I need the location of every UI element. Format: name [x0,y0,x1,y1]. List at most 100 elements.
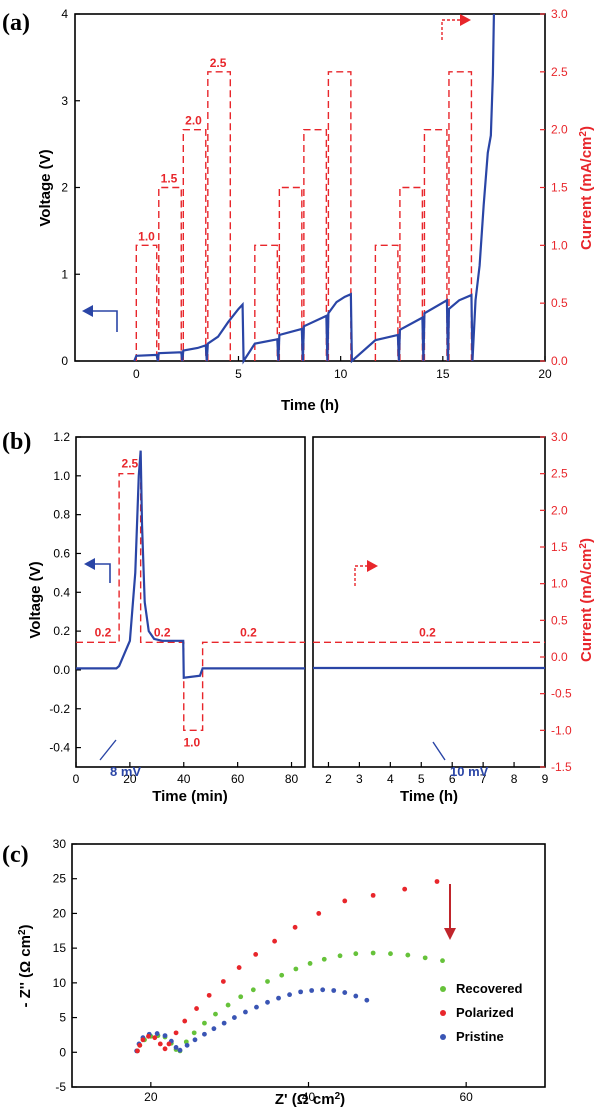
panel-c-xtick-label: 20 [144,1090,158,1104]
panel-b-left-ytick-label: 0.4 [53,585,70,599]
panel-b-current-label: 2.5 [122,457,139,471]
panel-c-point-polarized [157,1041,163,1047]
panel-c-point-recovered [440,958,445,964]
panel-c-label: (c) [2,842,29,868]
panel-a-current-step [423,128,448,361]
panel-a-current-step [135,244,158,361]
panel-b-right-ytick-label: -0.5 [551,687,572,701]
panel-b-ylabel-right: Current (mA/cm2) [578,538,596,662]
panel-b-left-ytick-label: -0.4 [49,741,70,755]
panel-c-point-pristine [231,1015,237,1020]
panel-a-ytick-right-label: 1.0 [551,238,568,252]
panel-c: (c) 20 40 60 -5 0 5 10 15 20 25 30 Recovered Polar… [2,837,546,1107]
panel-a-xtick-label: 10 [334,367,348,381]
panel-b-right-ytick-label: -1.5 [551,760,572,774]
panel-c-point-polarized [316,911,322,916]
panel-b-right-xlabel: Time (h) [400,788,458,805]
panel-c-point-recovered [321,956,327,962]
panel-c-point-polarized [135,1048,140,1054]
panel-c-point-polarized [152,1035,158,1041]
panel-c-point-recovered [191,1030,197,1036]
panel-b-left-ytick-label: 0.0 [53,663,70,677]
panel-b-left-xtick-label: 60 [231,772,245,786]
panel-a-xtick-label: 0 [133,367,140,381]
panel-a-current-step [207,71,232,361]
panel-a-ytick-left-label: 3 [61,94,68,108]
panel-b-right-ytick-label: 1.5 [551,540,568,554]
panel-b-right-ytick-label: 0.0 [551,650,568,664]
panel-c-ytick-label: 20 [53,906,67,920]
panel-b-right-xtick-label: 4 [387,772,394,786]
panel-c-point-pristine [202,1031,207,1037]
panel-b-left-ytick-label: 1.2 [53,430,70,444]
panel-a-label: (a) [2,10,30,36]
panel-b-current-label: 1.0 [184,735,201,749]
panel-c-point-polarized [140,1037,146,1043]
panel-a-current-step [374,244,399,361]
panel-c-legend-label: Polarized [456,1005,514,1020]
panel-c-point-recovered [293,966,299,972]
panel-c-point-pristine [162,1033,168,1039]
panel-c-point-recovered [238,994,244,1000]
panel-a-current-label: 2.5 [210,56,227,70]
panel-c-point-recovered [388,951,393,957]
panel-b-left-ytick-label: -0.2 [49,702,70,716]
panel-c-point-polarized [137,1042,143,1048]
panel-c-point-pristine [309,988,315,993]
panel-c-legend-label: Recovered [456,981,523,996]
panel-c-point-pristine [254,1004,259,1010]
panel-b-right-xtick-label: 8 [511,772,518,786]
panel-c-point-polarized [342,898,348,904]
panel-a-current-step [399,186,424,361]
panel-c-point-pristine [192,1037,198,1043]
panel-c-down-arrow-icon [444,884,456,940]
panel-b-right-xtick-label: 9 [542,772,549,786]
panel-c-point-recovered [279,972,285,978]
panel-c-point-recovered [422,955,428,961]
panel-c-point-pristine [184,1042,190,1048]
panel-c-ytick-label: 30 [53,837,67,851]
panel-a-xtick-label: 15 [436,367,450,381]
panel-c-point-polarized [402,886,408,892]
panel-b-right-xtick-label: 6 [449,772,456,786]
panel-b-current-label: 0.2 [419,625,436,639]
panel-a-xtick-label: 20 [538,367,552,381]
panel-a-current-step [158,186,182,361]
panel-b-left-frame [75,436,306,768]
panel-c-point-pristine [364,997,370,1003]
panel-c-point-pristine [353,993,359,999]
panel-b-left-current-line [76,472,305,732]
panel-c-xlabel: Z' (Ω cm2) [275,1091,345,1107]
panel-a-current-step [254,244,279,361]
panel-a-ytick-left-label: 2 [61,181,68,195]
panel-b-8mv-pointer [99,739,117,761]
panel-b-left-ytick-label: 0.2 [53,624,70,638]
panel-a-xtick-label: 5 [235,367,242,381]
panel-c-legend-label: Pristine [456,1029,504,1044]
panel-a-current-step [448,71,473,361]
panel-c-point-polarized [162,1046,168,1052]
panel-c-point-pristine [154,1031,160,1036]
panel-b-left-ytick-label: 0.6 [53,546,70,560]
panel-c-point-polarized [292,924,298,930]
panel-b-voltage-axis-arrow-icon [84,558,111,583]
panel-c-point-recovered [307,961,313,966]
panel-c-ytick-label: 25 [53,872,67,886]
panel-c-point-recovered [225,1002,231,1008]
panel-c-point-polarized [182,1018,188,1024]
panel-c-point-pristine [320,987,326,993]
panel-a-current-step [303,128,328,361]
panel-b-10mv-pointer [432,741,446,761]
panel-a-current-label: 1.5 [161,172,178,186]
panel-b-right-xtick-label: 2 [325,772,332,786]
panel-c-point-pristine [342,990,348,995]
panel-b-left-ytick-label: 0.8 [53,508,70,522]
panel-b: (b) 0 20 40 60 80 -0.4 -0.2 0.0 0.2 0.4 0.6 0.8 1.0… [2,429,595,805]
panel-c-point-pristine [331,988,337,993]
panel-b-current-label: 0.2 [240,625,257,639]
panel-a-ylabel-left: Voltage (V) [37,149,54,226]
panel-a-ytick-right-label: 1.5 [551,181,568,195]
panel-c-point-polarized [194,1006,199,1011]
panel-a-ytick-left-label: 0 [61,354,68,368]
